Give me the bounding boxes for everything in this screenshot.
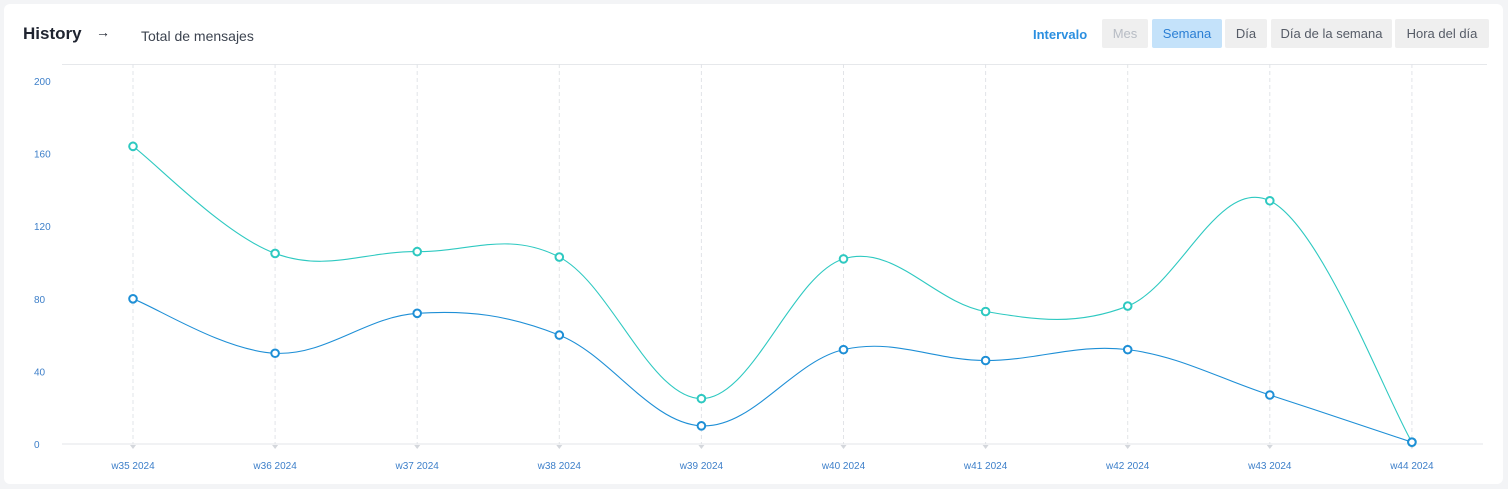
data-point [270,348,280,359]
x-tick-label: w35 2024 [110,461,155,472]
x-tick-label: w44 2024 [1389,461,1434,472]
x-tick-marker [840,445,847,449]
x-tick-label: w38 2024 [537,461,582,472]
y-tick-label: 40 [34,367,46,378]
interval-month-button[interactable]: Mes [1102,19,1148,48]
y-tick-label: 200 [34,77,51,88]
x-tick-marker [1124,445,1131,449]
y-tick-label: 160 [34,150,51,161]
interval-day-button[interactable]: Día [1225,19,1267,48]
data-point [696,393,707,404]
x-tick-label: w42 2024 [1105,461,1150,472]
data-point [554,252,565,262]
x-tick-label: w43 2024 [1247,461,1292,472]
data-point [980,306,991,317]
data-point [1122,344,1133,355]
header-divider [62,64,1487,65]
x-tick-label: w37 2024 [395,461,440,472]
data-point [696,421,707,431]
data-point [1122,301,1133,311]
data-point [980,355,991,366]
data-point [412,308,423,319]
interval-week-button[interactable]: Semana [1152,19,1222,48]
x-tick-marker [272,445,279,449]
interval-hour-button[interactable]: Hora del día [1395,19,1489,48]
x-tick-label: w39 2024 [679,461,724,472]
data-point [128,294,138,304]
data-point [554,330,565,340]
series-line [132,145,1413,443]
metric-label[interactable]: Total de mensajes [141,28,254,44]
data-point [412,246,423,257]
data-point [270,248,280,259]
y-tick-label: 120 [34,222,51,233]
data-point [1407,437,1417,447]
data-point [1265,195,1275,206]
data-point [128,141,138,152]
history-card: History → Total de mensajes Intervalo Me… [4,4,1503,484]
y-tick-label: 80 [34,295,46,306]
x-tick-marker [414,445,421,449]
x-tick-marker [130,445,136,449]
x-tick-marker [982,445,989,449]
chart-title: History [23,24,82,43]
y-tick-label: 0 [34,440,40,451]
x-tick-label: w40 2024 [821,461,866,472]
data-point [1265,390,1275,400]
series-line [132,298,1413,443]
data-point [838,344,849,355]
x-tick-label: w36 2024 [252,461,297,472]
interval-label: Intervalo [1033,27,1088,42]
x-tick-marker [698,445,705,449]
interval-weekday-button[interactable]: Día de la semana [1271,19,1392,48]
data-point [838,254,849,264]
chart-header: History → Total de mensajes Intervalo Me… [4,4,1503,66]
arrow-right-icon[interactable]: → [96,24,110,40]
x-tick-marker [556,445,563,449]
x-tick-label: w41 2024 [963,461,1008,472]
x-tick-marker [1266,445,1273,449]
